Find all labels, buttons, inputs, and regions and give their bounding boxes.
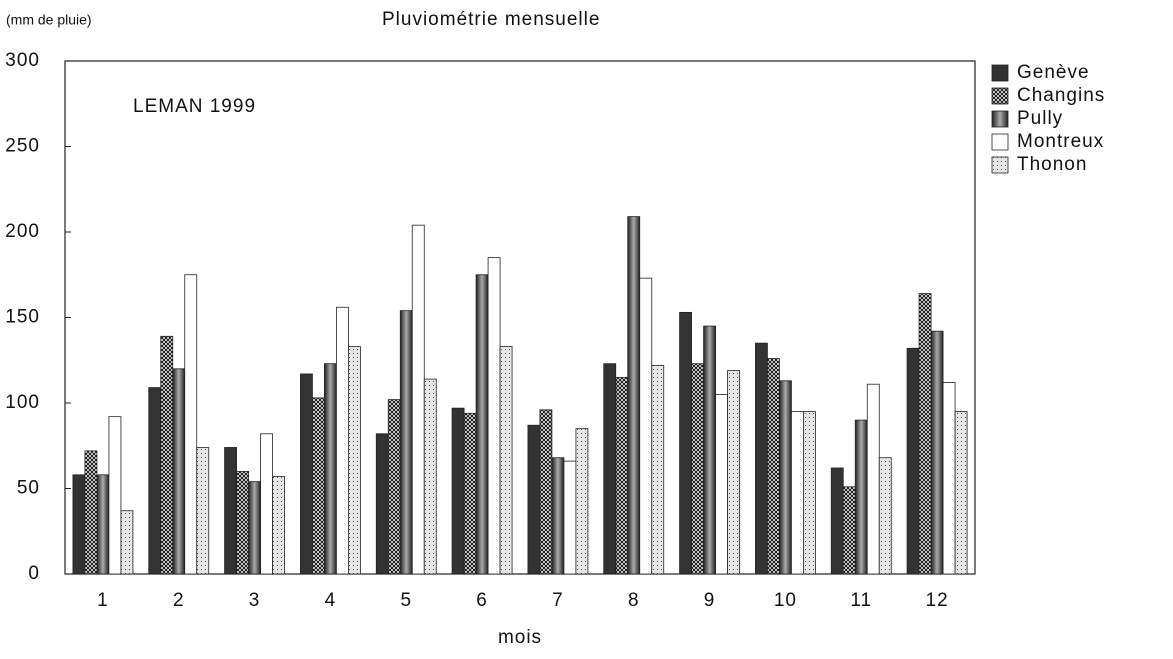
bar <box>451 407 465 575</box>
bar <box>803 411 816 575</box>
bar <box>866 383 880 575</box>
bar <box>196 447 210 575</box>
x-tick-label: 3 <box>249 590 261 611</box>
bar <box>639 277 653 575</box>
legend-label: Montreux <box>1017 131 1104 152</box>
bar <box>918 293 932 575</box>
bar <box>423 378 437 575</box>
bar <box>563 460 577 575</box>
bar <box>184 274 198 575</box>
y-tick-label: 150 <box>5 307 40 328</box>
x-tick-label: 11 <box>850 590 872 611</box>
bar <box>878 457 892 575</box>
bar <box>842 486 856 575</box>
bar <box>703 325 716 575</box>
bar <box>224 447 237 575</box>
bar <box>615 376 629 575</box>
bar <box>651 364 665 575</box>
bar <box>487 257 501 575</box>
bar <box>791 411 804 575</box>
x-tick-label: 10 <box>774 590 797 611</box>
bar <box>575 428 589 575</box>
bar <box>172 368 186 575</box>
bar <box>375 433 389 575</box>
x-tick-label: 12 <box>926 590 949 611</box>
bar <box>627 216 641 575</box>
x-axis-label: mois <box>498 627 542 648</box>
bar <box>84 450 98 575</box>
legend-label: Genève <box>1017 62 1090 83</box>
x-tick-label: 6 <box>476 590 488 611</box>
legend-swatch <box>991 87 1009 105</box>
bar <box>248 481 261 575</box>
bar <box>336 306 349 575</box>
bar <box>527 424 541 575</box>
bar <box>72 474 86 575</box>
legend-label: Thonon <box>1017 154 1087 175</box>
bar <box>260 433 273 575</box>
legend-swatch <box>991 156 1009 174</box>
bar <box>160 335 174 575</box>
legend-label: Changins <box>1017 85 1105 106</box>
bar <box>551 457 565 575</box>
bar <box>942 382 956 575</box>
bar <box>300 373 313 575</box>
bar <box>272 476 285 575</box>
bar <box>954 411 968 575</box>
bar <box>715 394 728 575</box>
y-tick-label: 100 <box>5 392 40 413</box>
x-tick-label: 9 <box>704 590 716 611</box>
bar <box>120 510 134 575</box>
y-tick-label: 200 <box>5 221 40 242</box>
legend-swatch <box>991 133 1009 151</box>
x-tick-label: 5 <box>400 590 412 611</box>
bar <box>755 342 768 575</box>
y-tick-label: 0 <box>28 563 40 584</box>
annotation: LEMAN 1999 <box>133 96 256 117</box>
x-tick-label: 1 <box>97 590 109 611</box>
bar <box>324 363 337 575</box>
bar <box>312 397 325 575</box>
bar <box>411 224 425 575</box>
bar <box>96 474 110 575</box>
y-tick-label: 250 <box>5 136 40 157</box>
bar <box>463 412 477 575</box>
bar <box>236 470 249 575</box>
bar <box>148 387 162 575</box>
x-tick-label: 8 <box>628 590 640 611</box>
bar <box>348 346 361 575</box>
bar <box>475 274 489 575</box>
bar <box>727 370 740 575</box>
bar <box>691 363 704 575</box>
bar <box>539 409 553 575</box>
bar <box>387 399 401 575</box>
bar <box>906 347 920 575</box>
legend-swatch <box>991 110 1009 128</box>
x-tick-label: 4 <box>325 590 337 611</box>
bar <box>603 363 617 575</box>
y-axis-label: (mm de pluie) <box>6 12 92 28</box>
bar <box>499 346 513 575</box>
bar <box>930 330 944 575</box>
bar <box>779 380 792 575</box>
bar <box>830 467 844 575</box>
x-tick-label: 2 <box>173 590 185 611</box>
legend-label: Pully <box>1017 108 1063 129</box>
bar <box>399 310 413 575</box>
x-tick-label: 7 <box>552 590 564 611</box>
chart-title: Pluviométrie mensuelle <box>382 9 600 30</box>
bar <box>854 419 868 575</box>
bar <box>108 416 122 575</box>
bar <box>767 358 780 575</box>
y-tick-label: 300 <box>5 50 40 71</box>
y-tick-label: 50 <box>17 478 40 499</box>
bar <box>679 311 692 575</box>
legend-swatch <box>991 64 1009 82</box>
